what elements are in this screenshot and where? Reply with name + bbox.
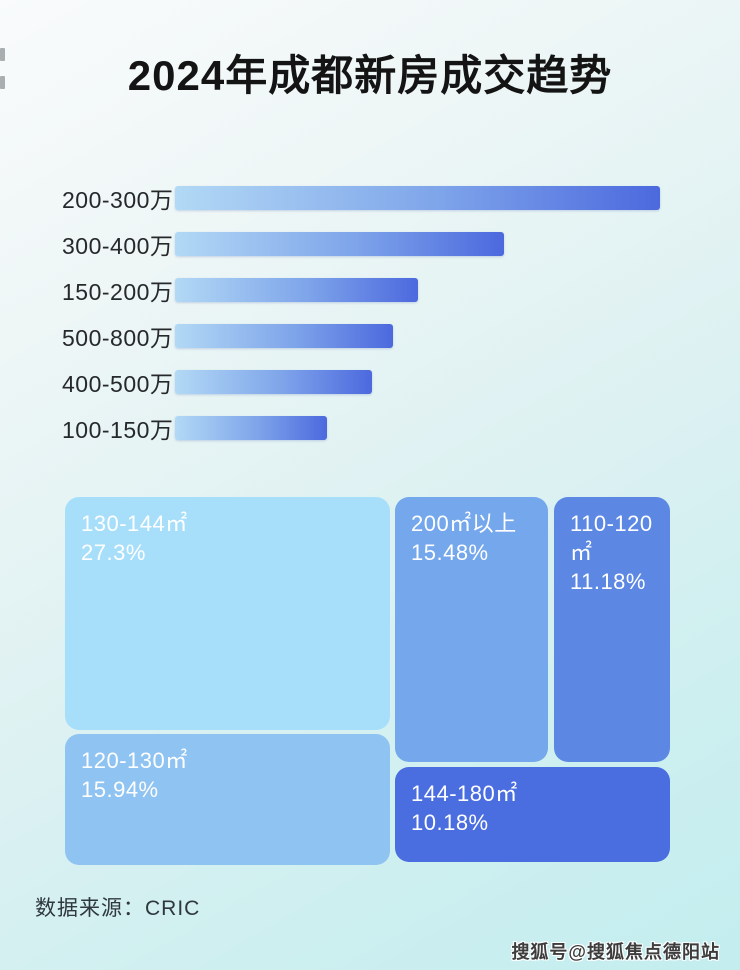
treemap-cell-110-120: 110-120㎡ 11.18%	[554, 497, 670, 762]
treemap-cell-label: 110-120㎡	[570, 511, 653, 566]
treemap-cell-value: 10.18%	[411, 810, 489, 836]
treemap-cell-200-plus: 200㎡以上 15.48%	[395, 497, 548, 762]
bar-label: 400-500万	[62, 371, 174, 397]
bar-label: 100-150万	[62, 417, 174, 443]
treemap-cell-label: 130-144㎡	[81, 511, 188, 536]
bar-label: 300-400万	[62, 233, 174, 259]
bar	[175, 416, 327, 440]
left-edge-artifact	[0, 76, 5, 89]
treemap-cell-label: 144-180㎡	[411, 781, 518, 806]
bar	[175, 186, 660, 210]
treemap-cell-value: 11.18%	[570, 569, 646, 595]
bar	[175, 278, 418, 302]
treemap-cell-value: 27.3%	[81, 540, 146, 566]
bar-track	[175, 186, 660, 210]
bar-label: 150-200万	[62, 279, 174, 305]
treemap-cell-value: 15.94%	[81, 777, 159, 803]
bar-row: 300-400万	[0, 232, 740, 259]
bar-track	[175, 278, 660, 302]
bar	[175, 370, 372, 394]
bar-track	[175, 416, 660, 440]
bar-track	[175, 232, 660, 256]
bar	[175, 324, 393, 348]
price-range-bar-chart: 200-300万 300-400万 150-200万 500-800万 400-…	[0, 186, 740, 462]
bar-row: 150-200万	[0, 278, 740, 305]
data-source-label: 数据来源：CRIC	[35, 897, 201, 920]
treemap-cell-120-130: 120-130㎡ 15.94%	[65, 734, 390, 865]
left-edge-artifact	[0, 48, 5, 61]
bar-row: 500-800万	[0, 324, 740, 351]
bar-track	[175, 324, 660, 348]
treemap-cell-label: 200㎡以上	[411, 511, 517, 536]
bar-row: 100-150万	[0, 416, 740, 443]
page-title: 2024年成都新房成交趋势	[127, 52, 613, 99]
bar-row: 400-500万	[0, 370, 740, 397]
bar-label: 200-300万	[62, 187, 174, 213]
treemap-cell-144-180: 144-180㎡ 10.18%	[395, 767, 670, 862]
bar-label: 500-800万	[62, 325, 174, 351]
bar	[175, 232, 504, 256]
watermark: 搜狐号@搜狐焦点德阳站	[511, 942, 720, 962]
treemap-cell-label: 120-130㎡	[81, 748, 188, 773]
dwelling-size-treemap: 130-144㎡ 27.3% 200㎡以上 15.48% 110-120㎡ 11…	[65, 497, 670, 865]
treemap-cell-130-144: 130-144㎡ 27.3%	[65, 497, 390, 730]
bar-track	[175, 370, 660, 394]
treemap-cell-value: 15.48%	[411, 540, 489, 566]
bar-row: 200-300万	[0, 186, 740, 213]
